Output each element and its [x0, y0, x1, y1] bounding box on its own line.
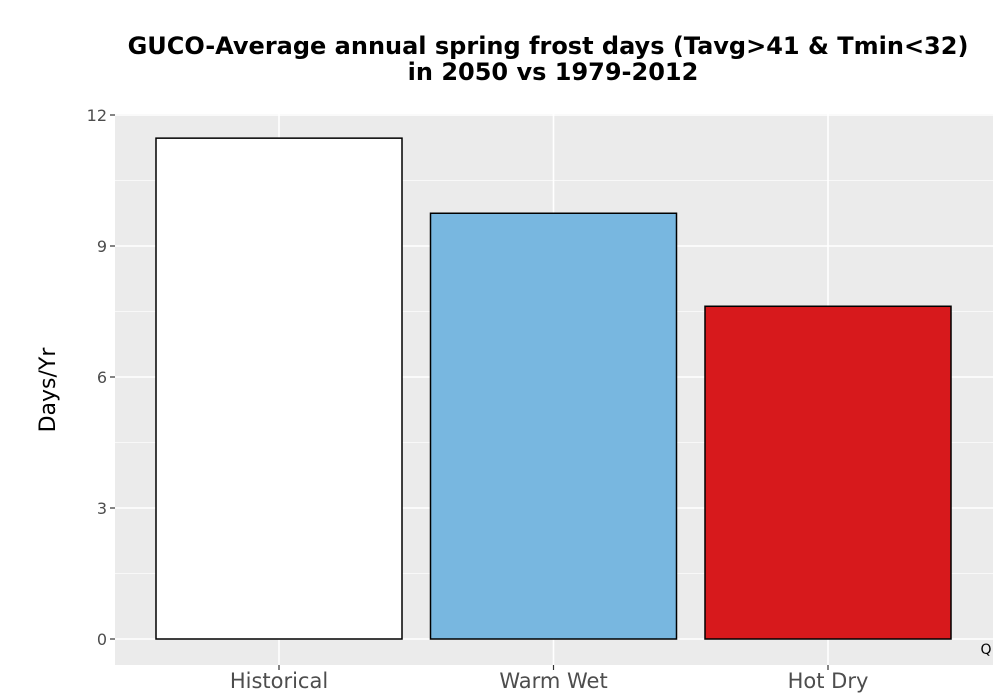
bar-warm-wet [429, 212, 678, 640]
y-axis-label: Days/Yr [36, 347, 61, 433]
bar-historical [155, 137, 403, 640]
chart-title-line-2: in 2050 vs 1979-2012 [408, 58, 699, 86]
y-tick-label: 0 [97, 630, 107, 649]
x-tick-label: Historical [230, 669, 328, 693]
bar-hot-dry [704, 305, 952, 640]
y-tick-label: 3 [97, 499, 107, 518]
chart-title-line-1: GUCO-Average annual spring frost days (T… [128, 32, 969, 60]
plot-area: 0 3 6 9 12 Historical Warm Wet Hot Dry [87, 106, 993, 693]
y-tick-label: 12 [87, 106, 107, 125]
x-tick-label: Hot Dry [788, 669, 869, 693]
y-tick-label: 6 [97, 368, 107, 387]
y-tick-label: 9 [97, 237, 107, 256]
corner-mark: Q [980, 642, 991, 658]
x-tick-label: Warm Wet [499, 669, 607, 693]
